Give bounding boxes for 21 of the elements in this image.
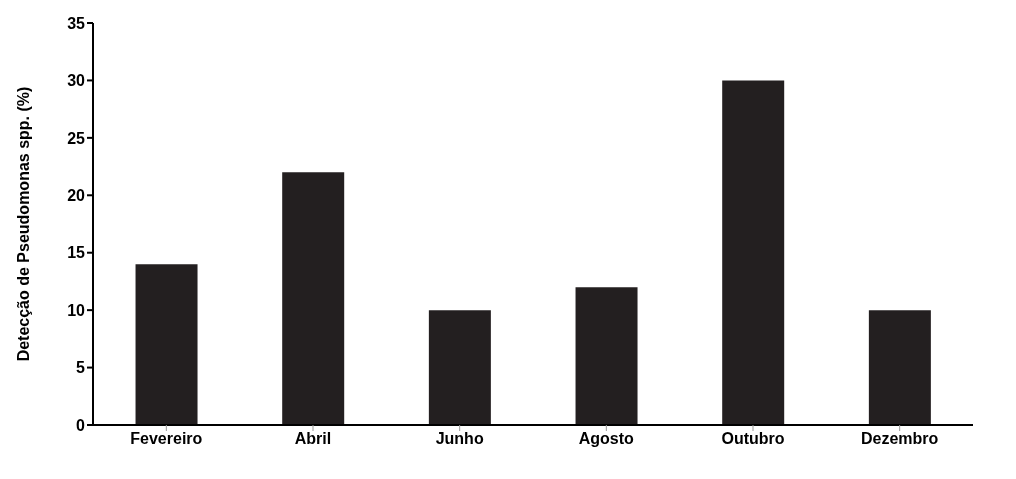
x-tick-label: Outubro [721,430,785,448]
y-tick-label: 10 [67,301,86,319]
y-tick-label: 30 [67,72,86,90]
x-tick-label: Junho [435,430,484,448]
y-tick-label: 25 [67,129,86,147]
x-tick-label: Fevereiro [130,430,203,448]
y-tick-label: 35 [67,14,86,32]
y-tick-label: 15 [67,244,86,262]
bar [428,310,491,425]
bar [282,172,345,425]
y-tick-label: 5 [76,359,86,377]
y-axis-title: Detecção de Pseudomonas spp. (%) [14,86,32,362]
bar [722,80,785,425]
bar [868,310,931,425]
bar [135,264,198,425]
x-tick-label: Dezembro [860,430,939,448]
y-tick-label: 20 [67,186,86,204]
y-tick-label: 0 [76,416,86,434]
x-tick-label: Agosto [578,430,635,448]
x-tick-label: Abril [294,430,332,448]
bar [575,287,638,425]
